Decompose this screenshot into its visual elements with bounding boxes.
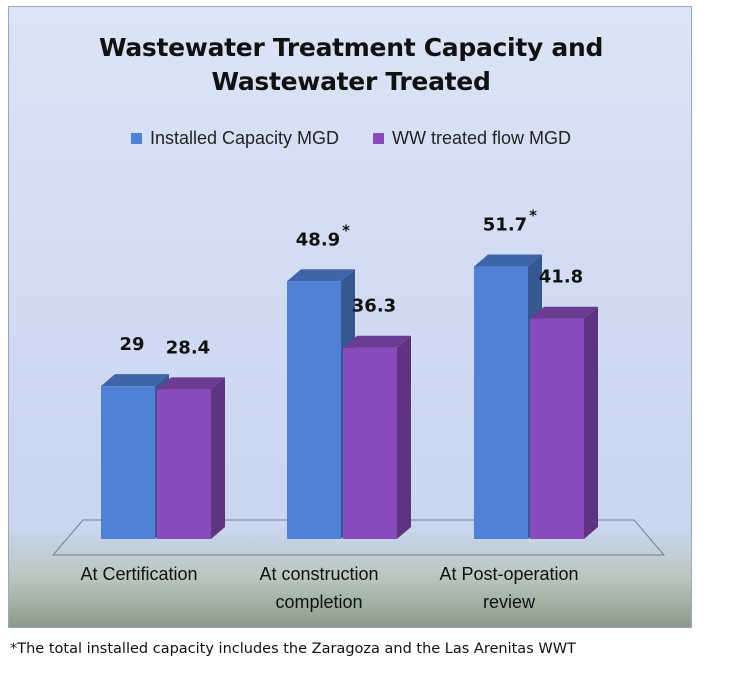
x-category-label-3: At Post-operation review: [414, 560, 604, 616]
bar-side-ww-treated-3: [584, 306, 598, 539]
legend-item-ww-treated-flow: WW treated flow MGD: [373, 128, 571, 149]
bar-installed-capacity-2: [287, 281, 341, 539]
data-label-ww-treated-2: 36.3: [352, 296, 396, 317]
legend-swatch-ww-treated-flow: [373, 133, 385, 144]
bar-top-ww-treated-1: [157, 377, 225, 390]
legend-label-ww-treated-flow: WW treated flow MGD: [392, 128, 572, 148]
chart-title: Wastewater Treatment Capacity and Wastew…: [9, 31, 693, 99]
legend-swatch-installed-capacity: [130, 133, 142, 144]
bar-top-ww-treated-2: [343, 335, 411, 348]
bar-top-installed-capacity-1: [101, 374, 169, 387]
bar-installed-capacity-3: [474, 266, 528, 539]
x-category-label-2-line-1: At construction: [259, 564, 379, 584]
legend-label-installed-capacity: Installed Capacity MGD: [149, 128, 340, 148]
data-label-installed-capacity-3: 51.7: [483, 215, 527, 236]
x-category-label-3-line-2: review: [482, 592, 535, 612]
x-category-label-1: At Certification: [44, 560, 234, 588]
bar-ww-treated-3: [530, 318, 584, 539]
x-category-label-2: At construction completion: [224, 560, 414, 616]
data-label-installed-capacity-2: 48.9: [296, 229, 340, 250]
legend: Installed Capacity MGD WW treated flow M…: [9, 128, 693, 149]
bar-side-ww-treated-1: [211, 377, 225, 539]
asterisk-marker-2: *: [342, 221, 350, 239]
bar-side-ww-treated-2: [397, 335, 411, 539]
bar-ww-treated-1: [157, 389, 211, 539]
data-label-ww-treated-1: 28.4: [166, 337, 210, 358]
chart-floor: [51, 519, 666, 556]
x-category-label-3-line-1: At Post-operation: [439, 564, 579, 584]
footnote: *The total installed capacity includes t…: [10, 641, 576, 657]
bar-top-ww-treated-3: [530, 306, 598, 319]
asterisk-marker-3: *: [529, 207, 537, 225]
data-label-installed-capacity-1: 29: [119, 334, 144, 355]
bar-installed-capacity-1: [101, 386, 155, 539]
chart-plot: 29 28.448.9 *36.351.7 *41.8: [51, 207, 666, 556]
chart-frame: Wastewater Treatment Capacity and Wastew…: [8, 6, 692, 628]
bar-top-installed-capacity-3: [474, 254, 542, 267]
bar-ww-treated-2: [343, 347, 397, 539]
x-category-label-1-line-1: At Certification: [80, 564, 198, 584]
legend-item-installed-capacity: Installed Capacity MGD: [130, 128, 340, 149]
bar-top-installed-capacity-2: [287, 269, 355, 282]
data-label-ww-treated-3: 41.8: [539, 267, 583, 288]
chart-title-line-1: Wastewater Treatment Capacity and: [98, 33, 604, 62]
chart-title-line-2: Wastewater Treated: [211, 67, 491, 96]
x-category-label-2-line-2: completion: [275, 592, 363, 612]
